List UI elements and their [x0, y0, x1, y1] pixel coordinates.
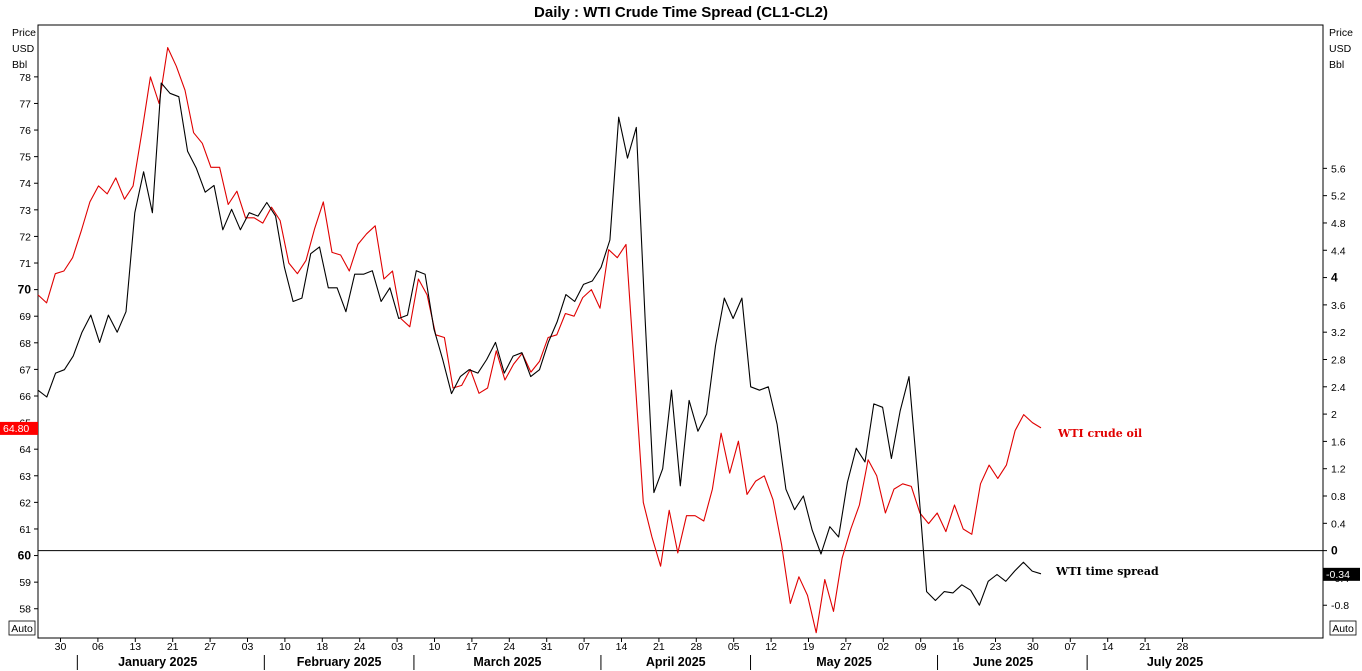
- x-axis-tick-label: 02: [877, 641, 889, 653]
- left-axis-tick-label: 75: [19, 152, 31, 164]
- svg-text:Auto: Auto: [1332, 623, 1354, 635]
- right-axis-tick-label: 0.8: [1331, 491, 1346, 503]
- right-axis-tick-label: 4.4: [1331, 245, 1346, 257]
- left-axis-tick-label: 64: [19, 444, 31, 456]
- left-axis-tick-label: 66: [19, 391, 31, 403]
- right-axis-tick-label: 0: [1331, 544, 1338, 558]
- x-axis-tick-label: 31: [541, 641, 553, 653]
- left-axis-tick-label: 61: [19, 524, 31, 536]
- x-axis-tick-label: 28: [690, 641, 702, 653]
- x-axis-tick-label: 16: [952, 641, 964, 653]
- month-label: June 2025: [973, 655, 1034, 669]
- right-axis-tick-label: 2.4: [1331, 382, 1346, 394]
- left-axis-tick-label: 69: [19, 311, 31, 323]
- right-axis-tick-label: 2.8: [1331, 354, 1346, 366]
- left-axis-tick-label: 72: [19, 231, 31, 243]
- x-axis-tick-label: 09: [915, 641, 927, 653]
- x-axis-tick-label: 06: [92, 641, 104, 653]
- axis-layer: PriceUSDBblPriceUSDBbl585960616263646566…: [12, 27, 1353, 670]
- right-axis-unit-label: USD: [1329, 43, 1352, 55]
- x-axis-tick-label: 24: [503, 641, 515, 653]
- x-axis-tick-label: 17: [466, 641, 478, 653]
- left-axis-tick-label: 58: [19, 604, 31, 616]
- x-axis-tick-label: 19: [803, 641, 815, 653]
- last-value-badge-wti-time-spread: -0.34: [1323, 567, 1360, 581]
- month-label: July 2025: [1147, 655, 1203, 669]
- month-label: January 2025: [118, 655, 197, 669]
- right-axis-tick-label: -0.8: [1331, 600, 1349, 612]
- auto-label-left: Auto: [8, 620, 36, 636]
- series-label-wti-crude-oil: WTI crude oil: [1057, 427, 1142, 440]
- right-axis-tick-label: 5.6: [1331, 163, 1346, 175]
- x-axis-tick-label: 12: [765, 641, 777, 653]
- left-axis-unit-label: Price: [12, 27, 36, 39]
- month-label: May 2025: [816, 655, 872, 669]
- right-axis-unit-label: Bbl: [1329, 59, 1344, 71]
- left-axis-tick-label: 59: [19, 577, 31, 589]
- right-axis-tick-label: 4.8: [1331, 218, 1346, 230]
- last-value-badge-wti-crude-oil: 64.80: [0, 421, 38, 435]
- month-label: February 2025: [297, 655, 382, 669]
- right-axis-tick-label: 2: [1331, 409, 1337, 421]
- left-axis-tick-label: 63: [19, 471, 31, 483]
- x-axis-tick-label: 21: [653, 641, 665, 653]
- left-axis-unit-label: USD: [12, 43, 35, 55]
- x-axis-tick-label: 30: [55, 641, 67, 653]
- left-axis-tick-label: 73: [19, 205, 31, 217]
- right-axis-tick-label: 1.6: [1331, 436, 1346, 448]
- right-axis-tick-label: 3.2: [1331, 327, 1346, 339]
- left-axis-unit-label: Bbl: [12, 59, 27, 71]
- right-axis-tick-label: 5.2: [1331, 191, 1346, 203]
- x-axis-tick-label: 14: [1102, 641, 1114, 653]
- series-line-wti-crude-oil: [37, 47, 1042, 634]
- x-axis-tick-label: 30: [1027, 641, 1039, 653]
- x-axis-tick-label: 23: [990, 641, 1002, 653]
- month-label: April 2025: [646, 655, 706, 669]
- x-axis-tick-label: 07: [1064, 641, 1076, 653]
- series-label-wti-time-spread: WTI time spread: [1055, 565, 1159, 578]
- x-axis-tick-label: 18: [316, 641, 328, 653]
- label-layer: Auto Auto WTI crude oil 64.80 WTI time sprea…: [0, 421, 1360, 636]
- right-axis-tick-label: 1.2: [1331, 464, 1346, 476]
- x-axis-tick-label: 05: [728, 641, 740, 653]
- svg-text:Auto: Auto: [11, 623, 33, 635]
- left-axis-tick-label: 74: [19, 178, 31, 190]
- left-axis-tick-label: 68: [19, 338, 31, 350]
- svg-text:64.80: 64.80: [3, 423, 29, 435]
- svg-text:-0.34: -0.34: [1326, 569, 1350, 581]
- left-axis-tick-label: 76: [19, 125, 31, 137]
- x-axis-tick-label: 10: [279, 641, 291, 653]
- x-axis-tick-label: 21: [1139, 641, 1151, 653]
- right-axis-tick-label: 3.6: [1331, 300, 1346, 312]
- x-axis-tick-label: 07: [578, 641, 590, 653]
- left-axis-tick-label: 78: [19, 72, 31, 84]
- x-axis-tick-label: 24: [354, 641, 366, 653]
- series-layer: [37, 47, 1323, 634]
- left-axis-tick-label: 71: [19, 258, 31, 270]
- left-axis-tick-label: 70: [18, 283, 32, 297]
- month-label: March 2025: [473, 655, 541, 669]
- x-axis-tick-label: 13: [129, 641, 141, 653]
- series-line-wti-time-spread: [37, 82, 1042, 606]
- left-axis-tick-label: 67: [19, 364, 31, 376]
- plot-frame: [37, 24, 1324, 639]
- x-axis-tick-label: 03: [242, 641, 254, 653]
- auto-label-right: Auto: [1329, 620, 1357, 636]
- left-axis-tick-label: 62: [19, 497, 31, 509]
- chart-title: Daily : WTI Crude Time Spread (CL1-CL2): [534, 4, 828, 21]
- right-axis-unit-label: Price: [1329, 27, 1353, 39]
- right-axis-tick-label: 0.4: [1331, 518, 1346, 530]
- x-axis-tick-label: 14: [616, 641, 628, 653]
- x-axis-tick-label: 10: [429, 641, 441, 653]
- x-axis-tick-label: 21: [167, 641, 179, 653]
- x-axis-tick-label: 03: [391, 641, 403, 653]
- left-axis-tick-label: 77: [19, 98, 31, 110]
- left-axis-tick-label: 60: [18, 549, 32, 563]
- x-axis-tick-label: 28: [1177, 641, 1189, 653]
- x-axis-tick-label: 27: [204, 641, 216, 653]
- x-axis-tick-label: 27: [840, 641, 852, 653]
- right-axis-tick-label: 4: [1331, 271, 1338, 285]
